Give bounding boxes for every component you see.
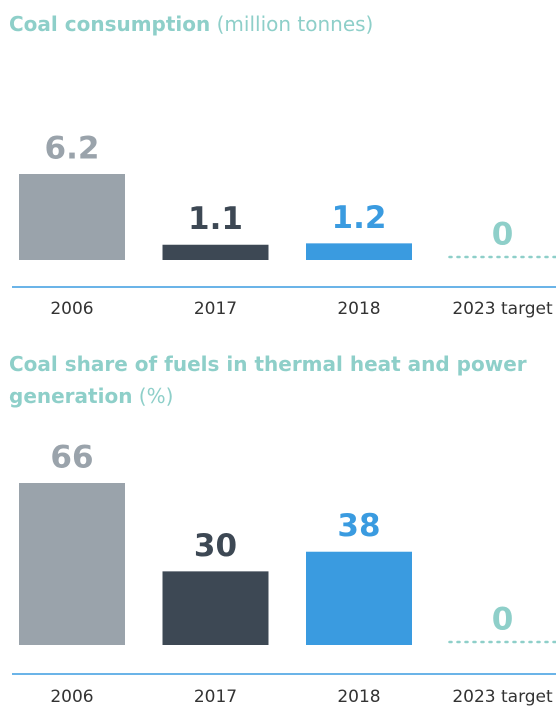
bar bbox=[162, 244, 269, 260]
chart-title: Coal consumption bbox=[9, 12, 211, 36]
chart-unit: (%) bbox=[138, 384, 174, 408]
x-tick-label: 2023 target bbox=[452, 687, 553, 706]
value-label: 66 bbox=[50, 440, 93, 476]
value-label: 1.1 bbox=[188, 201, 243, 237]
x-tick-label: 2018 bbox=[337, 299, 380, 319]
value-label: 0 bbox=[492, 602, 514, 638]
x-tick-label: 2017 bbox=[194, 687, 237, 706]
value-label: 0 bbox=[492, 217, 514, 253]
bar bbox=[19, 483, 125, 645]
chart-title: Coal share of fuels in thermal heat and … bbox=[9, 352, 527, 408]
bar bbox=[306, 243, 412, 260]
chart-title-block: Coal share of fuels in thermal heat and … bbox=[9, 348, 529, 412]
chart-unit: (million tonnes) bbox=[216, 12, 374, 36]
x-tick-label: 2017 bbox=[194, 299, 237, 319]
x-tick-label: 2018 bbox=[337, 687, 380, 706]
value-label: 38 bbox=[337, 508, 380, 544]
bar bbox=[162, 571, 269, 645]
value-label: 1.2 bbox=[332, 200, 387, 236]
x-tick-label: 2006 bbox=[50, 687, 93, 706]
x-tick-label: 2006 bbox=[50, 299, 93, 319]
bar bbox=[306, 551, 412, 645]
x-tick-label: 2023 target bbox=[452, 299, 553, 319]
chart-title-block: Coal consumption (million tonnes) bbox=[9, 8, 529, 40]
bar bbox=[19, 174, 125, 260]
value-label: 30 bbox=[194, 528, 237, 564]
value-label: 6.2 bbox=[45, 131, 100, 167]
